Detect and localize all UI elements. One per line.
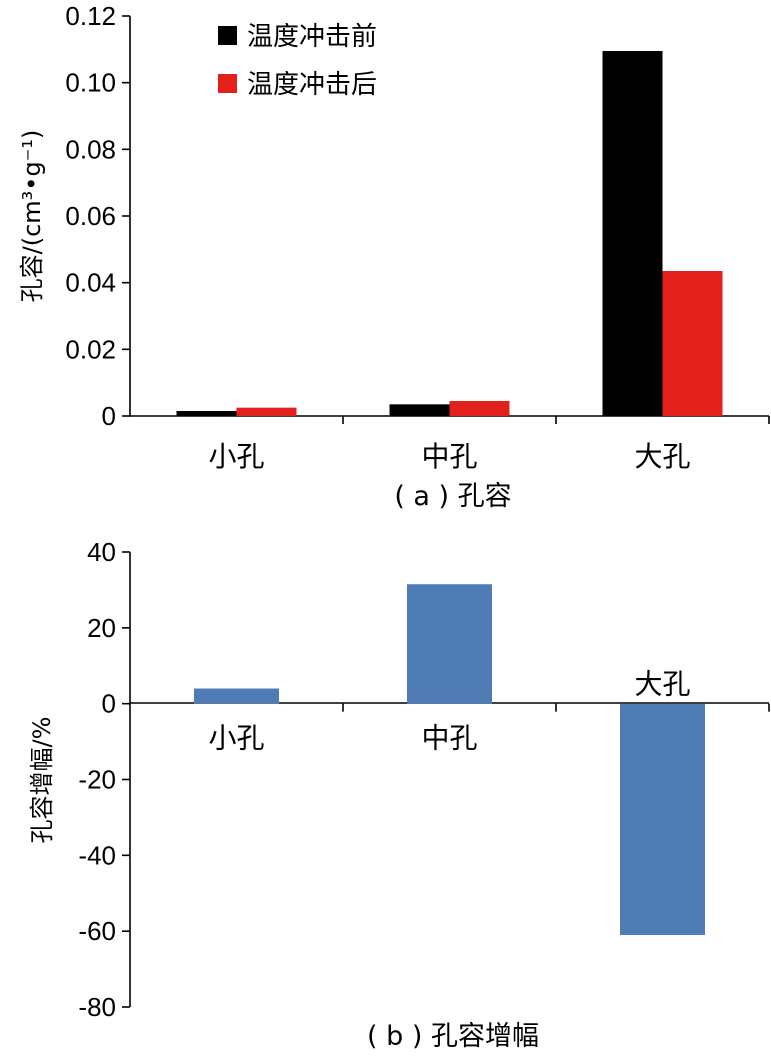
chart-b-y-tick-label: -40 [78,840,116,870]
chart-a-category-label: 大孔 [634,440,690,473]
chart-b-category-label: 中孔 [421,722,477,755]
chart-a-bars [176,51,723,416]
chart-a: 0 0.02 0.04 0.06 0.08 0.10 0.12 小孔 中孔 大孔 孔容/(cm³… [18,1,770,512]
chart-a-x-ticks [342,416,770,424]
bar-before-0 [176,411,237,416]
chart-b-y-tick-label: -80 [78,992,116,1022]
chart-a-y-tick-label: 0.04 [65,268,116,298]
chart-b-y-tick-label: 20 [87,613,116,643]
chart-a-y-tick-label: 0.10 [65,68,116,98]
chart-a-category-label: 中孔 [421,440,477,473]
chart-b-y-tick-label: -20 [78,765,116,795]
bar-after-1 [449,401,510,416]
bar-increase-0 [194,688,279,704]
chart-a-y-tick-label: 0.02 [65,334,116,364]
bar-after-2 [662,271,723,416]
chart-a-y-tick-label: 0.06 [65,201,116,231]
chart-b-caption: ( b ) 孔容增幅 [367,1021,539,1052]
chart-b-category-label: 大孔 [634,668,690,701]
chart-b-y-tick-label: 0 [102,689,116,719]
chart-b-x-ticks [342,703,770,712]
bar-after-0 [236,407,297,416]
legend-swatch-after [218,74,237,93]
chart-a-y-ticks: 0 0.02 0.04 0.06 0.08 0.10 0.12 [65,1,130,431]
chart-a-y-tick-label: 0 [102,401,116,431]
legend-swatch-before [218,26,237,45]
chart-b-category-labels: 小孔 中孔 大孔 [208,668,690,755]
bar-before-2 [602,51,663,416]
chart-a-y-tick-label: 0.08 [65,134,116,164]
legend-label-after: 温度冲击后 [247,70,377,100]
chart-b-y-ticks: 40 20 0 -20 -40 -60 -80 [78,537,130,1022]
bar-increase-1 [407,584,492,704]
chart-a-legend: 温度冲击前 温度冲击后 [218,22,377,100]
bar-increase-2 [620,703,705,935]
chart-a-category-label: 小孔 [208,440,264,473]
chart-a-y-tick-label: 0.12 [65,1,116,31]
chart-a-category-labels: 小孔 中孔 大孔 [208,440,690,473]
chart-b: 40 20 0 -20 -40 -60 -80 小孔 中孔 大孔 孔容增幅/% ( b ) 孔容… [28,537,770,1052]
chart-b-category-label: 小孔 [208,722,264,755]
chart-a-y-axis-label: 孔容/(cm³•g⁻¹) [18,130,46,303]
bar-before-1 [389,404,450,416]
legend-label-before: 温度冲击前 [247,22,377,52]
chart-b-y-tick-label: -60 [78,916,116,946]
chart-b-bars [194,584,705,935]
chart-a-caption: ( a ) 孔容 [394,481,511,512]
chart-b-y-axis-label: 孔容增幅/% [28,717,56,844]
chart-b-y-tick-label: 40 [87,537,116,567]
